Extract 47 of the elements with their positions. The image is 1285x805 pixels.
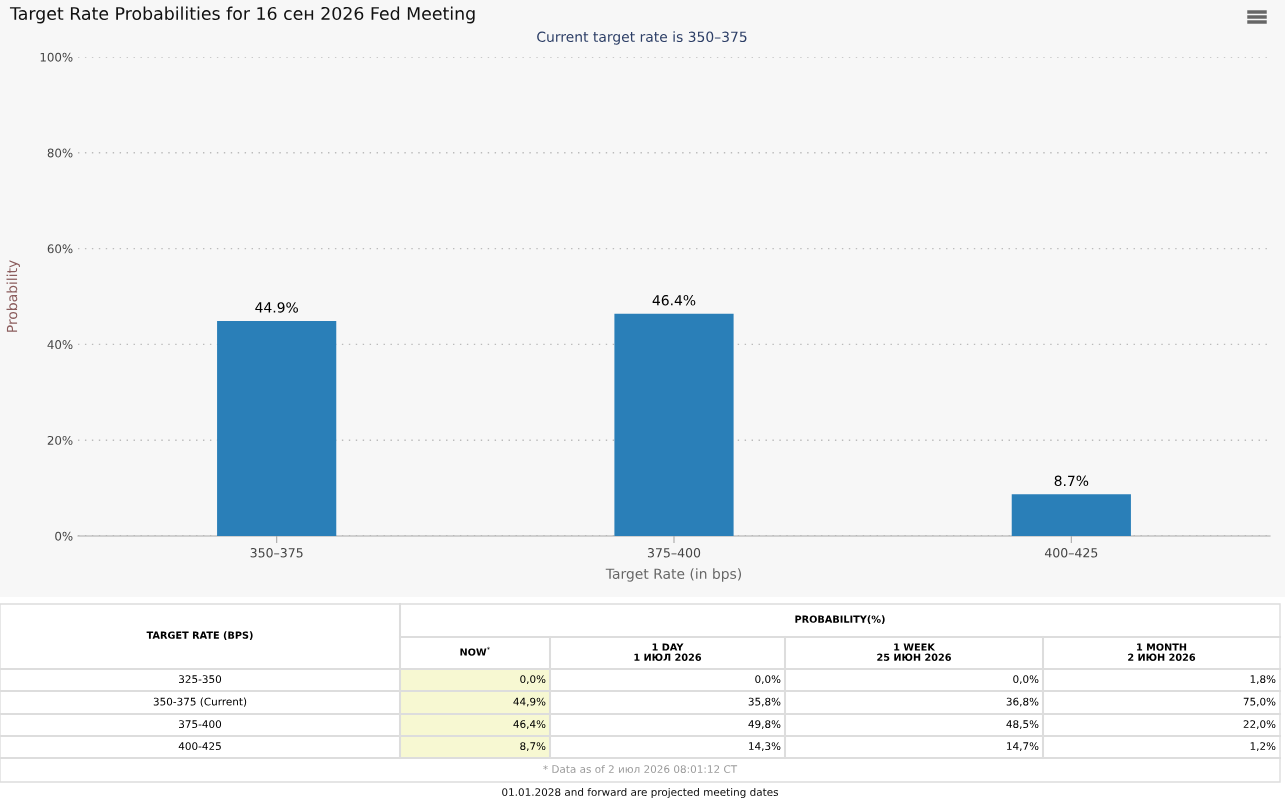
chart-subtitle: Current target rate is 350–375 [537,31,747,45]
chart-title: Target Rate Probabilities for 16 сен 2026 Fed Meeting [9,6,475,24]
text: 46,4% [513,720,546,730]
text: 14,3% [749,742,781,752]
x-tick-label: 400–425 [1044,548,1098,558]
text: 49,8% [748,720,781,730]
x-tick-label: 350–375 [250,548,303,558]
x-axis-title: Target Rate (in bps) [605,568,742,582]
category-label: 1 WEEK 25 ИЮН 2026 [877,643,951,661]
text: 36,8% [1006,697,1039,707]
text: 8,7% [520,742,546,752]
text: 1,2% [1250,742,1276,752]
category-label: 1 MONTH 2 ИЮН 2026 [1128,643,1196,661]
category-label: 1 DAY 1 ИЮЛ 2026 [634,643,702,661]
text: 0,0% [755,675,781,685]
text: 35,8% [748,697,781,707]
data-label: 8.7% [1054,475,1089,487]
bar [1011,494,1131,536]
text: TARGET RATE (BPS) [146,631,253,640]
text: 01.01.2028 and forward are projected meeting dates [502,787,779,799]
category-label: 325-350 [179,675,222,684]
data-label: 46.4% [652,294,696,306]
text: 0,0% [1013,675,1039,685]
text: 75,0% [1243,697,1276,707]
text: PROBABILITY(%) [795,615,885,624]
y-tick-label: 0% [55,531,73,541]
text: * Data as of 2 июл 2026 08:01:12 CT [543,764,738,774]
y-tick-label: 80% [47,148,73,158]
text: 22,0% [1243,720,1276,730]
category-label: NOW$^{*}$ [460,646,490,656]
text: 1,8% [1250,675,1276,685]
text: 14,7% [1007,742,1039,752]
text: 0,0% [520,675,546,685]
text: 44,9% [513,697,546,707]
text: 48,5% [1006,720,1039,730]
category-label: 375-400 [179,720,222,729]
bar [217,320,337,536]
category-label: 350-375 (Current) [153,697,247,707]
x-tick-label: 375–400 [647,548,701,558]
y-axis-title: Probability [6,260,20,332]
y-tick-label: 100% [40,52,73,62]
data-label: 44.9% [255,302,298,313]
y-tick-label: 40% [47,340,73,350]
y-tick-label: 20% [47,435,73,445]
category-label: 400-425 [178,742,221,751]
bar [614,313,734,536]
y-tick-label: 60% [47,244,73,254]
